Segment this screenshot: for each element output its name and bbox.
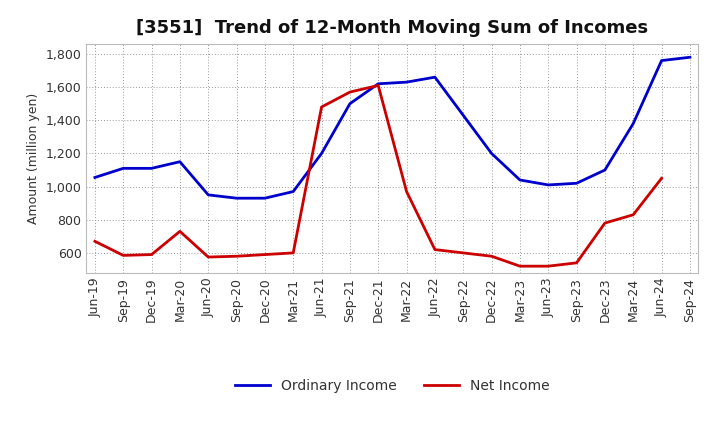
Net Income <box>148 252 156 257</box>
Ordinary Income <box>91 175 99 180</box>
Ordinary Income <box>318 151 326 156</box>
Ordinary Income <box>487 151 496 156</box>
Ordinary Income <box>629 121 637 126</box>
Net Income <box>289 250 297 256</box>
Net Income <box>176 229 184 234</box>
Net Income <box>516 264 524 269</box>
Net Income <box>346 89 354 95</box>
Line: Net Income: Net Income <box>95 85 662 266</box>
Net Income <box>374 83 382 88</box>
Ordinary Income <box>544 182 552 187</box>
Title: [3551]  Trend of 12-Month Moving Sum of Incomes: [3551] Trend of 12-Month Moving Sum of I… <box>136 19 649 37</box>
Ordinary Income <box>119 166 127 171</box>
Ordinary Income <box>459 113 467 118</box>
Ordinary Income <box>572 181 581 186</box>
Ordinary Income <box>431 74 439 80</box>
Net Income <box>233 253 241 259</box>
Net Income <box>657 176 666 181</box>
Net Income <box>572 260 581 265</box>
Ordinary Income <box>516 177 524 183</box>
Ordinary Income <box>176 159 184 165</box>
Net Income <box>600 220 609 226</box>
Ordinary Income <box>204 192 212 198</box>
Net Income <box>91 238 99 244</box>
Ordinary Income <box>657 58 666 63</box>
Net Income <box>459 250 467 256</box>
Ordinary Income <box>289 189 297 194</box>
Net Income <box>318 104 326 110</box>
Ordinary Income <box>402 80 411 85</box>
Legend: Ordinary Income, Net Income: Ordinary Income, Net Income <box>230 374 555 399</box>
Net Income <box>431 247 439 252</box>
Ordinary Income <box>233 195 241 201</box>
Net Income <box>119 253 127 258</box>
Ordinary Income <box>148 166 156 171</box>
Ordinary Income <box>261 195 269 201</box>
Ordinary Income <box>600 167 609 172</box>
Net Income <box>261 252 269 257</box>
Line: Ordinary Income: Ordinary Income <box>95 57 690 198</box>
Ordinary Income <box>685 55 694 60</box>
Net Income <box>487 253 496 259</box>
Net Income <box>629 212 637 217</box>
Net Income <box>204 254 212 260</box>
Net Income <box>544 264 552 269</box>
Net Income <box>402 189 411 194</box>
Y-axis label: Amount (million yen): Amount (million yen) <box>27 93 40 224</box>
Ordinary Income <box>346 101 354 106</box>
Ordinary Income <box>374 81 382 86</box>
